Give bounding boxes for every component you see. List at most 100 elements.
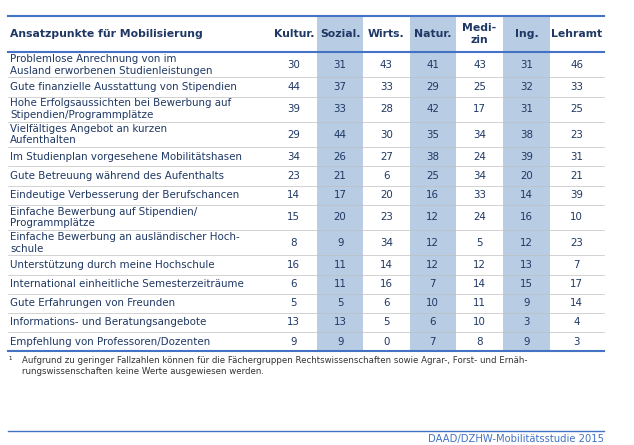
Text: 38: 38	[520, 129, 533, 140]
Text: 5: 5	[383, 317, 390, 328]
Text: 33: 33	[473, 190, 486, 200]
Text: Unterstützung durch meine Hochschule: Unterstützung durch meine Hochschule	[10, 260, 215, 270]
Text: 23: 23	[570, 238, 583, 248]
Text: 21: 21	[333, 171, 347, 181]
Text: Wirts.: Wirts.	[368, 29, 404, 39]
Text: 20: 20	[520, 171, 533, 181]
Text: 12: 12	[426, 212, 439, 222]
Text: 7: 7	[573, 260, 580, 270]
Text: 20: 20	[333, 212, 347, 222]
Text: Gute finanzielle Ausstattung von Stipendien: Gute finanzielle Ausstattung von Stipend…	[10, 82, 237, 92]
Text: 39: 39	[570, 190, 583, 200]
Text: 25: 25	[426, 171, 439, 181]
Text: 24: 24	[473, 212, 486, 222]
Text: 3: 3	[523, 317, 530, 328]
Text: Im Studienplan vorgesehene Mobilitätshasen: Im Studienplan vorgesehene Mobilitätshas…	[10, 152, 242, 162]
Text: 13: 13	[287, 317, 301, 328]
Text: International einheitliche Semesterzeiträume: International einheitliche Semesterzeitr…	[10, 279, 244, 289]
Text: 32: 32	[520, 82, 533, 92]
Text: Sozial.: Sozial.	[320, 29, 360, 39]
Text: 17: 17	[473, 104, 486, 114]
Text: 37: 37	[333, 82, 347, 92]
Text: Hohe Erfolgsaussichten bei Bewerbung auf
Stipendien/Programmplätze: Hohe Erfolgsaussichten bei Bewerbung auf…	[10, 98, 231, 120]
Text: 13: 13	[520, 260, 533, 270]
Text: 24: 24	[473, 152, 486, 162]
Text: Gute Erfahrungen von Freunden: Gute Erfahrungen von Freunden	[10, 298, 175, 308]
Text: 16: 16	[380, 279, 393, 289]
Text: 11: 11	[333, 279, 347, 289]
Text: 30: 30	[380, 129, 393, 140]
Text: Ing.: Ing.	[515, 29, 538, 39]
Text: 27: 27	[380, 152, 393, 162]
Text: 29: 29	[426, 82, 439, 92]
Text: 14: 14	[520, 190, 533, 200]
Text: 4: 4	[573, 317, 580, 328]
Text: 8: 8	[290, 238, 297, 248]
Text: 25: 25	[473, 82, 486, 92]
Text: 5: 5	[290, 298, 297, 308]
Text: 28: 28	[380, 104, 393, 114]
Text: Aufgrund zu geringer Fallzahlen können für die Fächergruppen Rechtswissenschafte: Aufgrund zu geringer Fallzahlen können f…	[22, 356, 527, 376]
Text: ¹: ¹	[8, 356, 12, 365]
Text: 5: 5	[337, 298, 344, 308]
Text: 39: 39	[520, 152, 533, 162]
Text: 31: 31	[570, 152, 583, 162]
Text: 23: 23	[380, 212, 393, 222]
Text: 14: 14	[570, 298, 583, 308]
Text: 44: 44	[287, 82, 301, 92]
Text: 12: 12	[426, 260, 439, 270]
Text: 14: 14	[287, 190, 301, 200]
Text: 39: 39	[287, 104, 301, 114]
Text: 9: 9	[290, 336, 297, 347]
Text: 9: 9	[337, 336, 344, 347]
Text: 34: 34	[473, 129, 486, 140]
Text: 3: 3	[573, 336, 580, 347]
Text: 16: 16	[287, 260, 301, 270]
Text: Ansatzpunkte für Mobilisierung: Ansatzpunkte für Mobilisierung	[10, 29, 203, 39]
Text: 15: 15	[520, 279, 533, 289]
Text: 44: 44	[333, 129, 347, 140]
Text: 31: 31	[520, 104, 533, 114]
Text: 46: 46	[570, 60, 583, 70]
Text: Lehramt: Lehramt	[551, 29, 602, 39]
Text: 23: 23	[570, 129, 583, 140]
Text: 30: 30	[287, 60, 301, 70]
Text: Vielfältiges Angebot an kurzen
Aufenthalten: Vielfältiges Angebot an kurzen Aufenthal…	[10, 124, 167, 146]
Text: 31: 31	[520, 60, 533, 70]
Text: Informations- und Beratungsangebote: Informations- und Beratungsangebote	[10, 317, 207, 328]
Text: 33: 33	[570, 82, 583, 92]
Text: 25: 25	[570, 104, 583, 114]
Text: 10: 10	[473, 317, 486, 328]
Text: 31: 31	[333, 60, 347, 70]
Text: 12: 12	[473, 260, 486, 270]
Text: 43: 43	[380, 60, 393, 70]
Text: 42: 42	[426, 104, 439, 114]
Text: 16: 16	[426, 190, 439, 200]
Text: 29: 29	[287, 129, 301, 140]
Text: Kultur.: Kultur.	[274, 29, 314, 39]
Text: Einfache Bewerbung auf Stipendien/
Programmplätze: Einfache Bewerbung auf Stipendien/ Progr…	[10, 206, 197, 228]
Text: 26: 26	[333, 152, 347, 162]
Text: 6: 6	[383, 298, 390, 308]
Text: 23: 23	[287, 171, 301, 181]
Text: 9: 9	[523, 298, 530, 308]
Text: 6: 6	[383, 171, 390, 181]
Text: 21: 21	[570, 171, 583, 181]
Text: 14: 14	[380, 260, 393, 270]
Text: Gute Betreuung während des Aufenthalts: Gute Betreuung während des Aufenthalts	[10, 171, 224, 181]
Text: 34: 34	[380, 238, 393, 248]
Text: 12: 12	[520, 238, 533, 248]
Text: 10: 10	[570, 212, 583, 222]
Text: 10: 10	[426, 298, 439, 308]
Text: 15: 15	[287, 212, 301, 222]
Text: 38: 38	[426, 152, 439, 162]
Text: 43: 43	[473, 60, 486, 70]
Text: 16: 16	[520, 212, 533, 222]
Text: 12: 12	[426, 238, 439, 248]
Text: 9: 9	[523, 336, 530, 347]
Text: Empfehlung von Professoren/Dozenten: Empfehlung von Professoren/Dozenten	[10, 336, 210, 347]
Text: Eindeutige Verbesserung der Berufschancen: Eindeutige Verbesserung der Berufschance…	[10, 190, 240, 200]
Text: 34: 34	[287, 152, 301, 162]
Text: 5: 5	[476, 238, 483, 248]
Text: 14: 14	[473, 279, 486, 289]
